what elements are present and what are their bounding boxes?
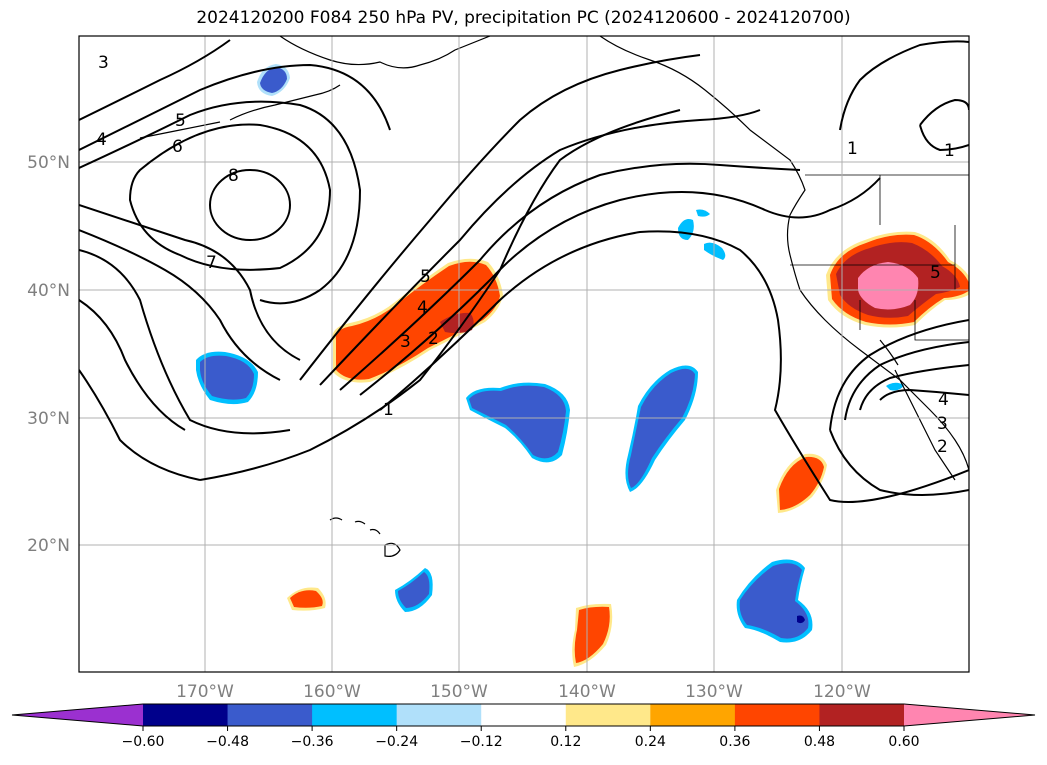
colorbar: −0.60 −0.48 −0.36 −0.24 −0.12 0.12 0.24 0.36 0.4… — [11, 703, 1036, 750]
contour-label: 3 — [98, 53, 109, 73]
colorbar-segment — [819, 704, 905, 726]
pv-contour-a — [79, 249, 291, 435]
contour-label: 1 — [383, 400, 394, 420]
political-borders — [790, 174, 969, 341]
contour-label: 2 — [937, 437, 948, 457]
colorbar-tick-label: −0.12 — [460, 734, 503, 750]
pv-contour-se-1 — [829, 319, 969, 431]
contour-label: 6 — [172, 137, 183, 157]
contour-label: 5 — [175, 111, 186, 131]
colorbar-segment — [396, 704, 482, 726]
pv-contour-5 — [299, 54, 701, 381]
colorbar-segment — [481, 704, 567, 726]
colorbar-tick-label: 0.12 — [550, 734, 581, 750]
latitude-labels: 50°N 40°N 30°N 20°N — [27, 153, 70, 556]
lon-label: 130°W — [685, 682, 743, 702]
contour-label: 3 — [937, 414, 948, 434]
colorbar-tick-label: −0.24 — [375, 734, 418, 750]
lon-label: 160°W — [303, 682, 361, 702]
contour-label: 1 — [944, 141, 955, 161]
pv-contour-6 — [79, 100, 362, 305]
lat-label: 20°N — [27, 536, 70, 556]
colorbar-tick-label: −0.48 — [206, 734, 249, 750]
colorbar-extend-min — [12, 704, 143, 726]
colorbar-tick-label: −0.60 — [122, 734, 165, 750]
contour-label: 4 — [938, 390, 949, 410]
pv-contour-ne — [839, 40, 969, 131]
map-title: 2024120200 F084 250 hPa PV, precipitatio… — [196, 8, 851, 28]
lon-label: 120°W — [813, 682, 871, 702]
colorbar-tick-label: 0.36 — [719, 734, 750, 750]
contour-label: 2 — [428, 329, 439, 349]
longitude-labels: 170°W 160°W 150°W 140°W 130°W 120°W — [176, 682, 871, 702]
lat-label: 30°N — [27, 409, 70, 429]
lat-label: 40°N — [27, 281, 70, 301]
colorbar-tick-label: 0.24 — [635, 734, 666, 750]
colorbar-segment — [565, 704, 651, 726]
contour-label: 4 — [96, 130, 107, 150]
pv-contour-3 — [339, 162, 801, 391]
pv-contour-b — [79, 369, 201, 481]
hawaii-islands — [329, 517, 401, 557]
map-frame — [78, 35, 970, 673]
contour-label: 8 — [228, 166, 239, 186]
contour-label: 3 — [400, 332, 411, 352]
contour-label: 1 — [847, 139, 858, 159]
pv-contour-5w — [79, 63, 391, 151]
pv-max-8 — [209, 169, 291, 241]
colorbar-segment — [734, 704, 820, 726]
lat-label: 50°N — [27, 153, 70, 173]
colorbar-tick-label: 0.60 — [888, 734, 919, 750]
pv-contour-4 — [319, 109, 761, 386]
pv-contours — [79, 39, 969, 503]
colorbar-tick-label: −0.36 — [291, 734, 334, 750]
contour-label: 5 — [930, 263, 941, 283]
lon-label: 170°W — [176, 682, 234, 702]
colorbar-segment — [227, 704, 313, 726]
negative-precip-shading — [196, 64, 904, 643]
graticule — [79, 36, 969, 672]
contour-label: 5 — [420, 267, 431, 287]
pv-contour-outer — [199, 109, 681, 481]
contour-label: 4 — [417, 298, 428, 318]
pv-contour-2 — [359, 177, 881, 396]
bc-coast — [599, 36, 969, 471]
colorbar-segment — [312, 704, 398, 726]
pv-contour-c — [79, 299, 186, 431]
colorbar-segment — [143, 704, 229, 726]
alaska-coast — [279, 36, 491, 69]
map-panel: 3 4 5 6 8 7 5 4 3 2 1 1 1 4 3 2 5 — [79, 36, 969, 672]
neg-blob-small-1 — [678, 219, 694, 240]
contour-label: 7 — [206, 253, 217, 273]
contour-labels: 3 4 5 6 8 7 5 4 3 2 1 1 1 4 3 2 5 — [96, 53, 955, 457]
lon-label: 150°W — [430, 682, 488, 702]
colorbar-extend-max — [904, 704, 1035, 726]
colorbar-tick-label: 0.48 — [804, 734, 835, 750]
pv-contour-1 — [379, 230, 969, 503]
lon-label: 140°W — [558, 682, 616, 702]
colorbar-segment — [650, 704, 736, 726]
pv-contour-7 — [128, 123, 332, 271]
